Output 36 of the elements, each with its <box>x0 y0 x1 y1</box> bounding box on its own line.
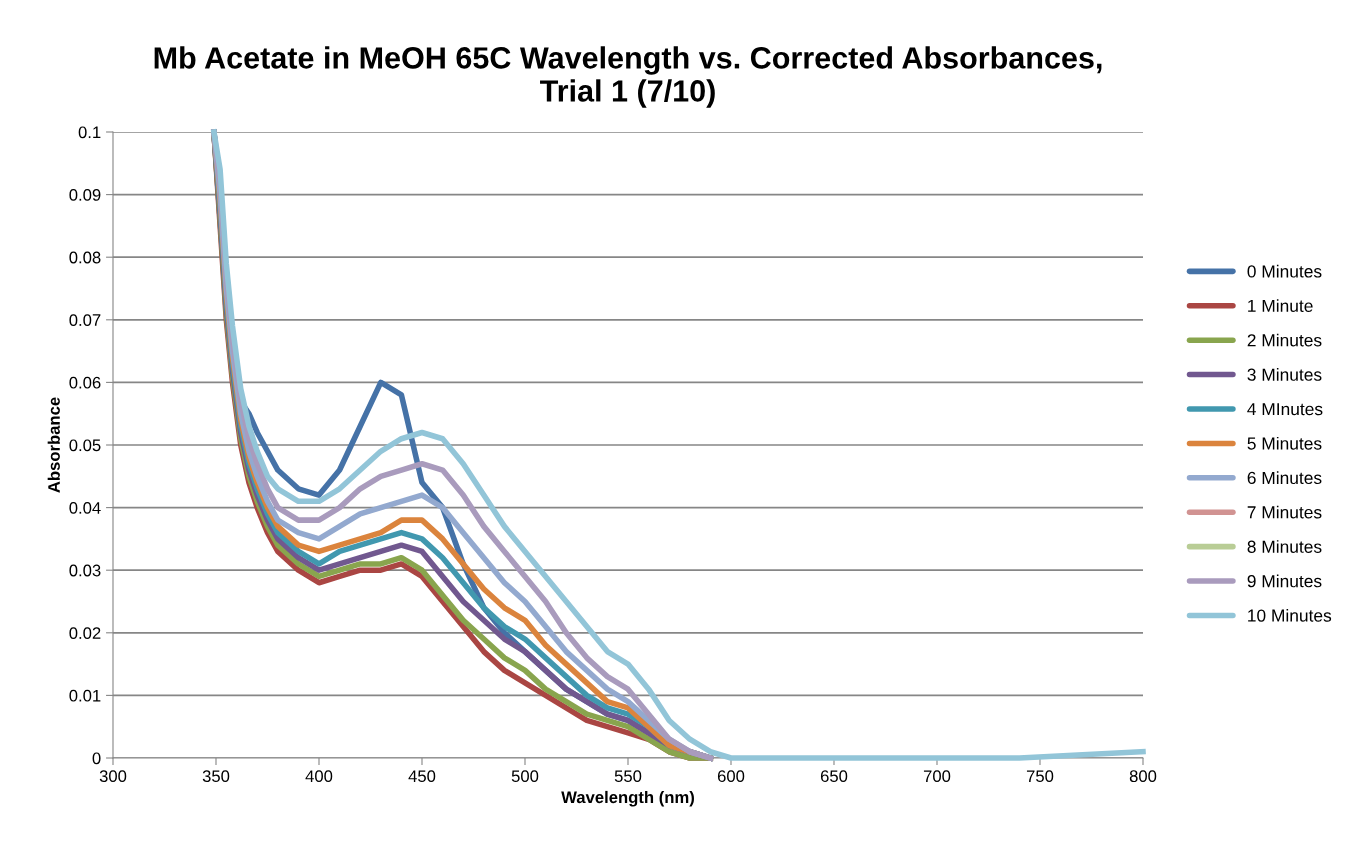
x-tick-label: 400 <box>305 770 333 783</box>
y-tick-label: 0.03 <box>69 564 101 577</box>
x-tick-label: 450 <box>408 770 436 783</box>
x-tick-label: 550 <box>614 770 642 783</box>
x-tick-label: 800 <box>1129 770 1157 783</box>
y-tick-label: 0.1 <box>78 126 101 139</box>
x-tick-label: 350 <box>202 770 230 783</box>
legend-label: 10 Minutes <box>1248 608 1332 622</box>
legend-label: 0 Minutes <box>1247 264 1322 278</box>
y-tick-label: 0.08 <box>69 251 101 264</box>
x-tick-label: 750 <box>1026 770 1054 783</box>
x-tick-label: 500 <box>511 770 539 783</box>
legend-label: 6 Minutes <box>1247 471 1322 485</box>
legend-label: 9 Minutes <box>1247 574 1322 588</box>
legend-label: 7 Minutes <box>1247 505 1322 519</box>
x-tick-label: 650 <box>820 770 848 783</box>
legend-label: 3 Minutes <box>1247 368 1322 381</box>
legend-label: 8 Minutes <box>1247 540 1322 553</box>
legend-label: 4 MInutes <box>1247 403 1323 416</box>
x-tick-label: 700 <box>923 770 951 783</box>
x-tick-label: 600 <box>717 770 745 783</box>
legend-label: 2 Minutes <box>1247 333 1322 347</box>
x-axis-title: Wavelength (nm) <box>561 790 694 807</box>
y-tick-label: 0.04 <box>69 502 101 514</box>
legend-label: 5 Minutes <box>1247 436 1322 450</box>
legend-label: 1 Minute <box>1248 299 1313 313</box>
y-tick-label: 0.07 <box>69 314 101 326</box>
y-tick-label: 0.01 <box>69 689 101 702</box>
y-axis-title: Absorbance <box>47 397 60 493</box>
y-tick-label: 0 <box>92 752 101 765</box>
y-tick-label: 0.06 <box>69 376 101 389</box>
y-tick-label: 0.02 <box>69 627 101 639</box>
x-tick-label: 300 <box>99 770 127 783</box>
chart-title: Mb Acetate in MeOH 65C Wavelength vs. Corrected Absorbances, Trial 1 (7/10) <box>154 46 1102 108</box>
y-tick-label: 0.05 <box>69 439 101 452</box>
y-tick-label: 0.09 <box>69 189 101 201</box>
